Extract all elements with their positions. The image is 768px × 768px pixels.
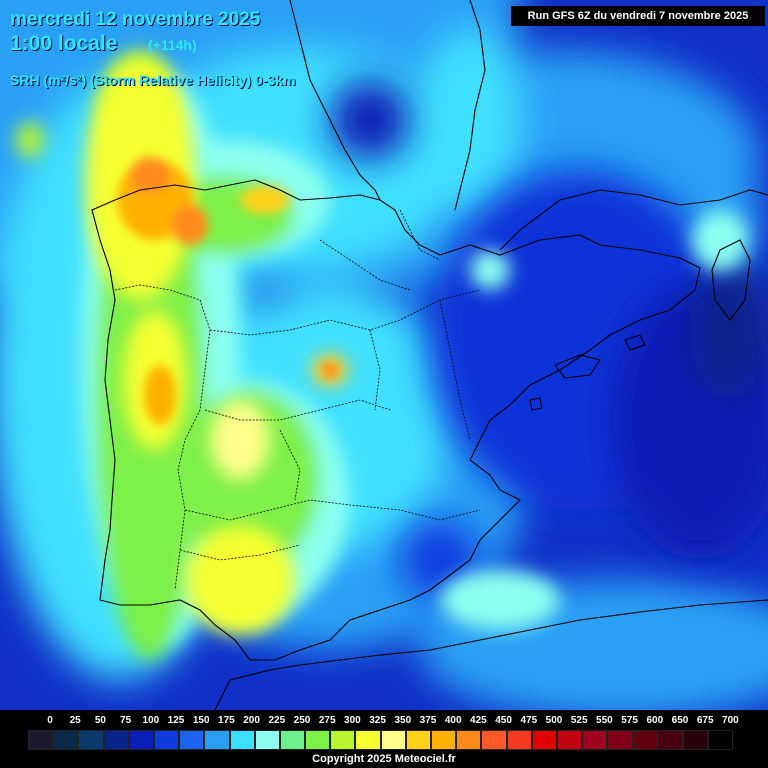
legend-swatch [229,730,255,750]
legend-label: 700 [722,715,739,726]
legend-swatch [431,730,457,750]
legend-label: 600 [646,715,664,726]
legend-label: 50 [94,715,106,726]
legend-swatch [305,730,331,750]
forecast-time: 1:00 locale [10,32,118,55]
legend-label: 200 [243,715,260,726]
legend-label: 325 [369,715,386,726]
legend-swatch [153,730,180,750]
legend-swatch [632,730,658,750]
legend-swatch [204,730,230,750]
legend-swatch [28,730,54,750]
srh-field [0,0,768,720]
legend-swatch [531,730,557,750]
legend-label: 75 [120,715,132,726]
legend-label: 575 [621,715,638,726]
legend-swatch [506,730,532,750]
legend-label: 275 [318,715,336,726]
legend-swatch [556,730,583,750]
legend-label: 475 [520,715,538,726]
legend-label: 375 [419,715,437,726]
legend-swatch [456,730,482,750]
legend-swatch [128,730,154,750]
legend-swatch [582,730,608,750]
legend-label: 500 [545,715,563,726]
lead-time: (+114h) [148,37,197,53]
legend-swatch [380,730,406,750]
legend-label: 150 [192,715,210,726]
legend-swatch [53,730,79,750]
legend-label: 300 [344,715,361,726]
legend-swatch [279,730,306,750]
legend-swatch [355,730,381,750]
legend-label: 650 [671,715,689,726]
legend-swatch [607,730,633,750]
legend-colorbar [28,730,734,750]
legend-label: 250 [293,715,311,726]
legend-swatch [708,730,734,750]
legend-swatch [682,730,709,750]
legend-swatch [78,730,104,750]
legend-label: 0 [47,715,53,726]
legend-label: 175 [218,715,235,726]
coastlines [91,0,768,711]
legend-label: 25 [69,715,81,726]
legend-label: 225 [268,715,286,726]
legend-label: 675 [696,715,714,726]
legend-label: 400 [444,715,462,726]
forecast-date: mercredi 12 novembre 2025 [10,9,261,30]
legend-swatch [481,730,507,750]
legend-label: 125 [167,715,185,726]
legend-swatch [103,730,129,750]
copyright: Copyright 2025 Meteociel.fr [312,753,456,765]
legend-label: 525 [570,715,588,726]
legend-labels: 0 25 50 75 100 125 150 175 200 225 250 275 300 325 350… [0,715,768,729]
legend-label: 425 [470,715,487,726]
legend-label: 100 [142,715,160,726]
legend-swatch [657,730,683,750]
legend-label: 350 [394,715,412,726]
legend-swatch [179,730,205,750]
legend-label: 450 [495,715,512,726]
legend-swatch [254,730,280,750]
parameter-label: SRH (m²/s²) (Storm Relative Helicity) 0-… [10,72,296,88]
legend-swatch [405,730,431,750]
legend-swatch [330,730,356,750]
run-info: Run GFS 6Z du vendredi 7 novembre 2025 [511,6,765,26]
legend-label: 550 [596,715,613,726]
borders [114,209,481,591]
